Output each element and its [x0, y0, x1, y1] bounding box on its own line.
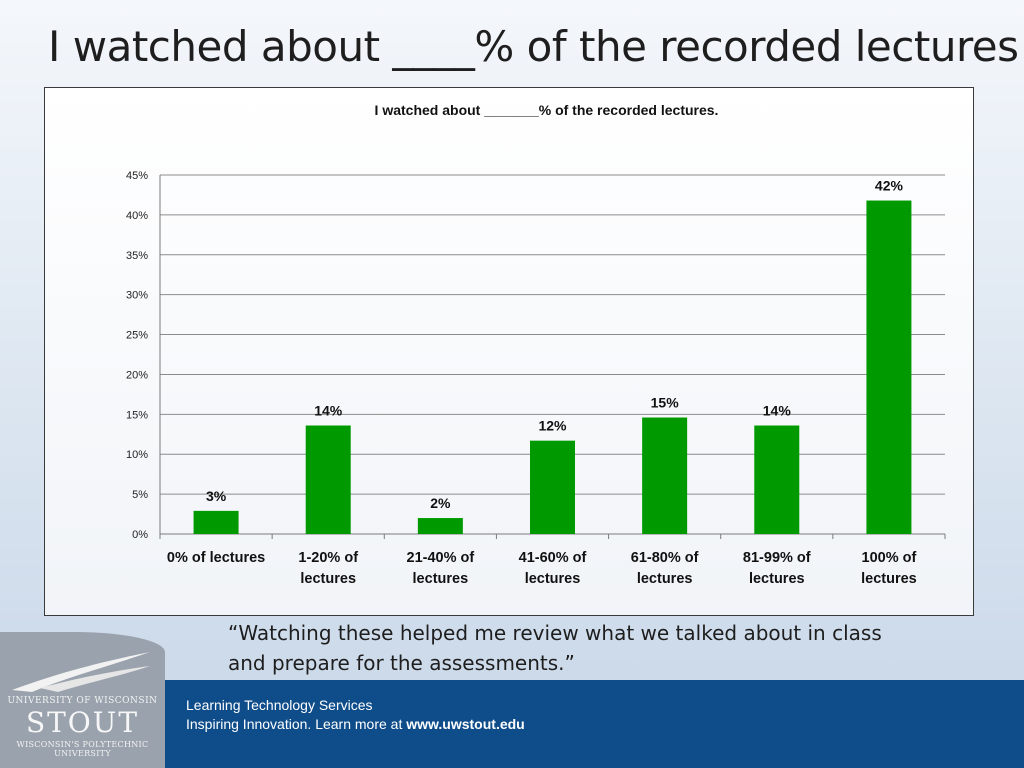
- data-label: 15%: [651, 395, 680, 411]
- footer-tagline: Inspiring Innovation. Learn more at www.…: [186, 716, 525, 732]
- data-label: 3%: [206, 488, 227, 504]
- y-tick-label: 25%: [126, 330, 148, 342]
- bar: [305, 425, 351, 534]
- chart-frame: I watched about _______% of the recorded…: [44, 87, 974, 616]
- y-tick-label: 15%: [126, 409, 148, 421]
- university-logo: UNIVERSITY OF WISCONSIN STOUT WISCONSIN'…: [0, 632, 165, 768]
- slide-title: I watched about ____% of the recorded le…: [48, 22, 1019, 71]
- bar: [193, 510, 239, 534]
- footer-tagline-text: Inspiring Innovation. Learn more at: [186, 716, 407, 732]
- data-label: 12%: [538, 418, 567, 434]
- bar: [642, 417, 688, 534]
- x-tick-label: lectures: [861, 571, 917, 587]
- x-tick-label: lectures: [525, 571, 581, 587]
- website-link[interactable]: www.uwstout.edu: [406, 716, 525, 732]
- footer-band: [0, 680, 1024, 768]
- logo-line-3: WISCONSIN'S POLYTECHNIC UNIVERSITY: [16, 740, 149, 758]
- x-tick-label: lectures: [637, 571, 693, 587]
- bar: [530, 440, 575, 534]
- y-tick-label: 20%: [126, 369, 148, 381]
- footer-department: Learning Technology Services: [186, 697, 373, 713]
- y-tick-label: 40%: [126, 210, 148, 222]
- data-label: 2%: [430, 495, 451, 511]
- x-tick-label: lectures: [300, 571, 356, 587]
- logo-line-1: UNIVERSITY OF WISCONSIN: [7, 696, 158, 706]
- y-tick-label: 5%: [132, 489, 148, 501]
- chart-title: I watched about _______% of the recorded…: [375, 102, 719, 118]
- x-tick-label: 41-60% of: [519, 550, 587, 566]
- bar: [754, 425, 800, 534]
- x-tick-label: lectures: [413, 571, 469, 587]
- y-tick-label: 45%: [126, 170, 148, 182]
- data-label: 42%: [875, 178, 904, 194]
- bar-chart: I watched about _______% of the recorded…: [126, 102, 946, 587]
- x-tick-label: 81-99% of: [743, 550, 811, 566]
- y-tick-label: 30%: [126, 290, 148, 302]
- data-label: 14%: [763, 403, 792, 419]
- logo-line-2: STOUT: [25, 706, 140, 739]
- quote-line-1: “Watching these helped me review what we…: [228, 621, 882, 645]
- x-tick-label: 1-20% of: [298, 550, 358, 566]
- x-tick-label: 100% of: [862, 550, 917, 566]
- x-tick-label: 0% of lectures: [167, 550, 265, 566]
- y-tick-label: 35%: [126, 250, 148, 262]
- bar: [417, 518, 463, 534]
- x-tick-label: lectures: [749, 571, 805, 587]
- x-tick-label: 61-80% of: [631, 550, 699, 566]
- quote-line-2: and prepare for the assessments.”: [228, 651, 575, 675]
- testimonial-quote: “Watching these helped me review what we…: [228, 618, 948, 678]
- x-tick-label: 21-40% of: [407, 550, 475, 566]
- data-label: 14%: [314, 403, 343, 419]
- y-tick-label: 10%: [126, 449, 148, 461]
- swoosh-logo-icon: [12, 652, 150, 692]
- bar: [866, 200, 912, 534]
- y-tick-label: 0%: [132, 529, 148, 541]
